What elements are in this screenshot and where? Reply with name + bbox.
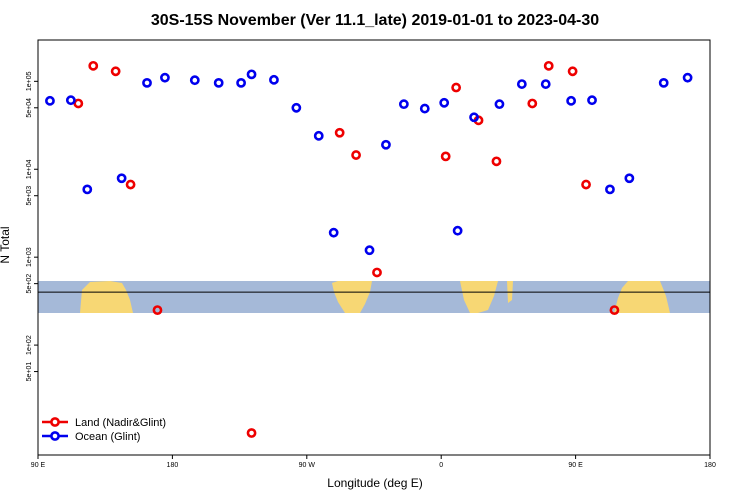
land-point <box>110 66 121 77</box>
data-points <box>45 60 693 438</box>
x-axis-label: Longitude (deg E) <box>327 476 422 490</box>
ocean-point <box>452 225 463 236</box>
ocean-point <box>494 99 505 110</box>
legend-swatch-marker <box>50 431 60 441</box>
ocean-point <box>469 112 479 123</box>
land-point <box>609 305 620 316</box>
ocean-point <box>658 77 669 88</box>
x-tick-label: 180 <box>167 462 179 469</box>
land-point <box>581 179 591 190</box>
y-tick-label: 1e+05 <box>26 71 33 91</box>
land-silhouette-1 <box>80 281 133 313</box>
land-point <box>440 151 451 162</box>
y-tick-label: 1e+04 <box>26 159 33 179</box>
ocean-point <box>587 95 597 106</box>
land-silhouette-2 <box>332 281 372 313</box>
land-point <box>543 60 554 71</box>
ocean-point <box>605 184 615 195</box>
ocean-point <box>566 95 577 106</box>
y-tick-label: 1e+02 <box>26 335 33 355</box>
y-tick-label: 5e+02 <box>26 274 33 294</box>
x-tick-label: 180 <box>704 462 716 469</box>
ocean-point <box>189 75 200 86</box>
series-land <box>73 60 620 438</box>
x-tick-label: 0 <box>439 462 443 469</box>
ocean-point <box>246 69 257 80</box>
land-point <box>246 428 257 438</box>
map-background <box>38 281 710 313</box>
ocean-point <box>439 97 450 108</box>
ocean-point <box>381 139 391 150</box>
land-point <box>372 267 382 278</box>
legend-swatch-marker <box>50 417 60 427</box>
land-point <box>88 60 99 71</box>
x-tick-label: 90 E <box>31 462 46 469</box>
ocean-point <box>213 77 224 88</box>
ocean-point <box>540 79 551 89</box>
y-tick-label: 1e+03 <box>26 247 33 267</box>
x-tick-label: 90 W <box>299 462 316 469</box>
land-point <box>351 150 361 160</box>
ocean-point <box>269 74 279 85</box>
legend-label: Land (Nadir&Glint) <box>75 417 166 429</box>
land-silhouette-3 <box>460 281 498 313</box>
ocean-band <box>38 281 710 313</box>
ocean-point <box>398 99 409 110</box>
land-point <box>451 82 462 93</box>
land-point <box>527 98 538 109</box>
chart-title: 30S-15S November (Ver 11.1_late) 2019-01… <box>151 12 599 29</box>
x-tick-label: 90 E <box>568 462 583 469</box>
ocean-point <box>313 130 324 141</box>
ocean-point <box>116 173 127 184</box>
y-tick-label: 5e+01 <box>26 362 33 382</box>
y-tick-label: 5e+03 <box>26 186 33 206</box>
y-axis: 5e+01 1e+02 5e+02 1e+03 5e+03 1e+04 5e+04 1e+05 <box>26 71 38 381</box>
land-silhouette-5 <box>614 281 670 313</box>
ocean-point <box>160 72 170 83</box>
ocean-point <box>419 103 430 114</box>
ocean-point <box>45 95 55 106</box>
plot-frame <box>37 39 711 456</box>
ocean-point <box>516 79 527 89</box>
land-point <box>152 305 163 316</box>
ocean-point <box>236 77 246 88</box>
land-point <box>567 66 578 77</box>
ocean-point <box>65 95 76 106</box>
legend: Land (Nadir&Glint) Ocean (Glint) <box>42 417 166 443</box>
land-point <box>334 127 345 138</box>
y-axis-label: N Total <box>0 226 12 263</box>
ocean-point <box>328 227 339 238</box>
ocean-point <box>82 184 93 195</box>
ocean-point <box>682 72 693 83</box>
ocean-point <box>142 77 152 88</box>
land-point <box>491 156 502 167</box>
land-point <box>125 179 136 190</box>
ocean-point <box>291 102 302 113</box>
ocean-point <box>624 173 635 184</box>
series-ocean <box>45 69 693 256</box>
ocean-point <box>364 245 375 256</box>
y-tick-label: 5e+04 <box>26 98 33 118</box>
x-axis: 90 E 180 90 W 0 90 E 180 <box>31 455 716 469</box>
land-point <box>73 98 84 109</box>
legend-label: Ocean (Glint) <box>75 431 140 443</box>
